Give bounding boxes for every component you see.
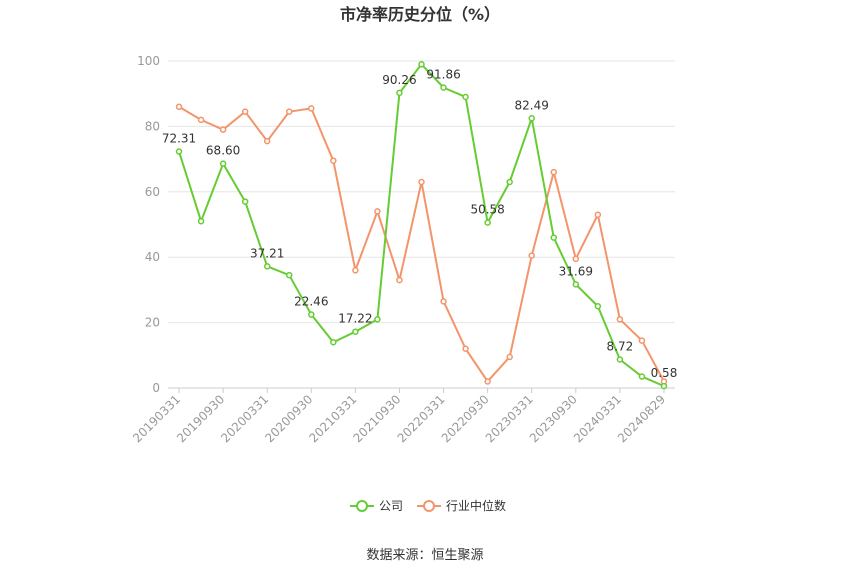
data-point[interactable] xyxy=(550,168,558,176)
legend[interactable]: 公司 行业中位数 xyxy=(350,498,506,513)
chart-title: 市净率历史分位（%） xyxy=(340,5,500,24)
series-company xyxy=(175,61,668,390)
y-tick-label: 0 xyxy=(152,381,160,395)
data-point[interactable] xyxy=(528,252,535,259)
data-point[interactable] xyxy=(440,298,447,305)
data-point[interactable] xyxy=(638,337,646,344)
legend-item-industry-median[interactable]: 行业中位数 xyxy=(417,498,506,513)
data-point[interactable] xyxy=(418,178,425,186)
series-line xyxy=(178,63,665,388)
data-point[interactable] xyxy=(175,103,183,111)
y-tick-label: 100 xyxy=(137,54,160,68)
data-label: 22.46 xyxy=(294,295,328,309)
data-point[interactable] xyxy=(506,178,513,186)
legend-item-company[interactable]: 公司 xyxy=(350,499,403,513)
y-axis: 0 20 40 60 80 100 xyxy=(137,54,160,395)
data-point[interactable] xyxy=(197,116,205,124)
data-point[interactable] xyxy=(418,61,425,68)
data-point[interactable] xyxy=(572,255,580,263)
data-point[interactable] xyxy=(352,328,359,335)
data-point[interactable] xyxy=(594,211,602,218)
data-label: 0.58 xyxy=(651,366,678,380)
data-label: 91.86 xyxy=(426,68,460,82)
data-point[interactable] xyxy=(285,108,293,115)
data-point[interactable] xyxy=(506,353,513,361)
data-label: 8.72 xyxy=(607,339,634,353)
data-point[interactable] xyxy=(396,276,403,284)
data-point[interactable] xyxy=(462,93,469,101)
data-point[interactable] xyxy=(484,378,491,385)
data-point[interactable] xyxy=(440,84,447,91)
data-point[interactable] xyxy=(330,157,337,164)
data-point[interactable] xyxy=(528,115,535,122)
data-point[interactable] xyxy=(484,219,491,226)
data-point[interactable] xyxy=(352,267,359,274)
data-point[interactable] xyxy=(572,281,580,288)
data-point[interactable] xyxy=(616,316,624,323)
x-axis: 2019033120190930202003312020093020210331… xyxy=(130,387,675,445)
data-point[interactable] xyxy=(660,382,668,390)
data-point[interactable] xyxy=(308,311,315,318)
data-point[interactable] xyxy=(263,263,271,270)
x-tick-label: 20240829 xyxy=(615,392,668,445)
data-point[interactable] xyxy=(241,108,249,115)
data-point[interactable] xyxy=(330,338,337,346)
legend-marker xyxy=(356,500,368,512)
data-point[interactable] xyxy=(638,373,646,380)
data-point[interactable] xyxy=(175,148,183,155)
data-label: 31.69 xyxy=(559,264,593,278)
data-point[interactable] xyxy=(594,303,602,310)
data-label: 68.60 xyxy=(206,144,240,158)
data-label: 50.58 xyxy=(470,203,504,217)
data-point[interactable] xyxy=(550,234,558,241)
legend-label: 公司 xyxy=(379,499,403,513)
y-tick-label: 60 xyxy=(145,185,160,199)
legend-label: 行业中位数 xyxy=(446,498,506,513)
data-point[interactable] xyxy=(219,160,227,167)
legend-marker xyxy=(423,500,435,512)
y-tick-label: 40 xyxy=(145,250,160,264)
data-label: 17.22 xyxy=(338,312,372,326)
y-tick-label: 80 xyxy=(145,119,160,133)
series-layer xyxy=(175,61,668,390)
y-tick-label: 20 xyxy=(145,316,160,330)
data-point[interactable] xyxy=(241,198,249,205)
data-point[interactable] xyxy=(396,89,403,97)
data-point[interactable] xyxy=(219,126,227,133)
data-point[interactable] xyxy=(374,316,381,323)
data-label: 37.21 xyxy=(250,246,284,260)
data-label: 82.49 xyxy=(515,98,549,112)
data-point[interactable] xyxy=(308,105,315,112)
data-point[interactable] xyxy=(616,356,624,363)
data-point[interactable] xyxy=(263,137,271,145)
series-industry-median xyxy=(175,103,668,385)
data-label: 72.31 xyxy=(162,132,196,146)
data-point[interactable] xyxy=(374,208,381,215)
data-point[interactable] xyxy=(285,271,293,279)
grid xyxy=(168,60,675,324)
data-point[interactable] xyxy=(462,345,469,353)
data-label: 90.26 xyxy=(382,73,416,87)
data-point[interactable] xyxy=(197,217,205,225)
source-note: 数据来源：恒生聚源 xyxy=(366,548,483,563)
series-line xyxy=(178,105,665,383)
data-labels: 72.31 68.60 37.21 22.46 17.22 90.26 91.86 50.58… xyxy=(162,68,677,380)
